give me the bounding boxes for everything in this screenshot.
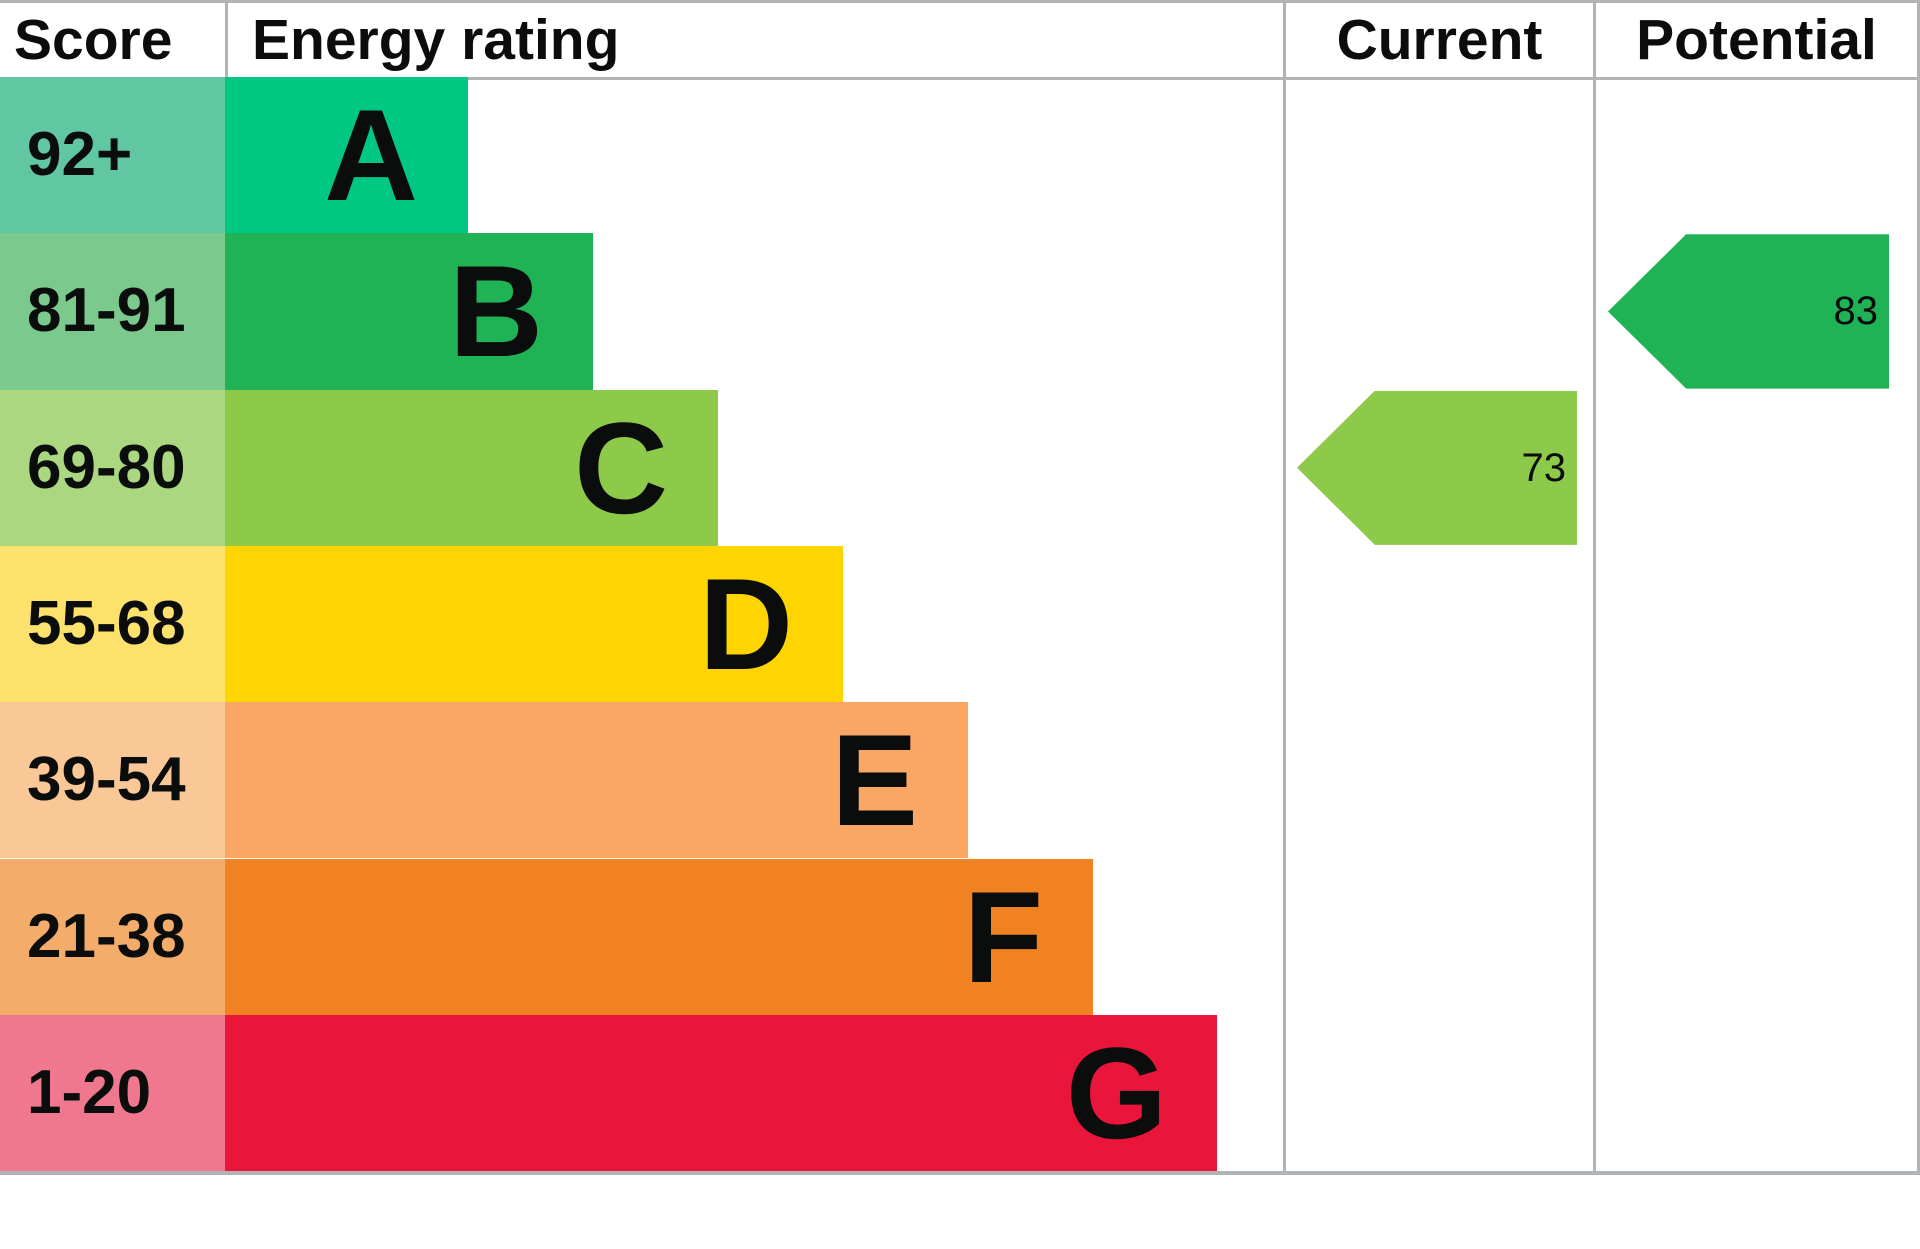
band-letter: D xyxy=(699,551,793,698)
band-score-swatch: 21-38 xyxy=(0,858,225,1015)
current-column-header: Current xyxy=(1336,7,1543,72)
band-bar: F xyxy=(225,858,1093,1015)
current-rating-value: 73 xyxy=(1521,445,1567,490)
band-score-label: 1-20 xyxy=(27,1057,152,1127)
gridline-current-divider xyxy=(1283,0,1286,1175)
gridline-score-divider xyxy=(225,3,228,77)
band-bar: G xyxy=(225,1014,1217,1172)
band-bar: B xyxy=(225,233,593,390)
band-row-b: 81-91 B xyxy=(0,233,1283,390)
gridline-potential-divider xyxy=(1593,0,1596,1175)
gridline-header-bottom xyxy=(468,77,1917,80)
band-bar: A xyxy=(225,77,468,234)
band-score-label: 39-54 xyxy=(27,745,186,815)
band-letter: G xyxy=(1065,1019,1167,1166)
band-score-label: 69-80 xyxy=(27,432,186,502)
band-score-swatch: 39-54 xyxy=(0,702,225,859)
band-score-swatch: 1-20 xyxy=(0,1014,225,1172)
band-bar: E xyxy=(225,702,968,859)
band-row-a: 92+ A xyxy=(0,77,1283,234)
band-score-label: 21-38 xyxy=(27,901,186,971)
band-row-c: 69-80 C xyxy=(0,389,1283,546)
current-rating-arrow: 73 xyxy=(1297,390,1577,545)
energy-rating-column-header: Energy rating xyxy=(252,7,620,72)
band-score-swatch: 55-68 xyxy=(0,545,225,703)
gridline-right-border xyxy=(1917,0,1920,1175)
band-row-f: 21-38 F xyxy=(0,858,1283,1015)
gridline-top xyxy=(0,0,1920,3)
band-score-swatch: 81-91 xyxy=(0,233,225,390)
band-score-label: 92+ xyxy=(27,120,133,190)
band-letter: B xyxy=(449,238,543,385)
band-row-e: 39-54 E xyxy=(0,702,1283,859)
band-letter: C xyxy=(574,394,668,541)
band-letter: E xyxy=(831,707,918,854)
potential-rating-arrow: 83 xyxy=(1608,234,1889,389)
band-score-label: 55-68 xyxy=(27,589,186,659)
band-row-g: 1-20 G xyxy=(0,1014,1283,1172)
potential-rating-value: 83 xyxy=(1833,289,1879,334)
band-bar: C xyxy=(225,389,718,546)
band-letter: A xyxy=(324,82,418,229)
band-score-swatch: 69-80 xyxy=(0,389,225,546)
band-row-d: 55-68 D xyxy=(0,545,1283,703)
band-score-label: 81-91 xyxy=(27,276,186,346)
band-letter: F xyxy=(963,863,1043,1010)
gridline-bottom xyxy=(0,1171,1920,1175)
score-column-header: Score xyxy=(14,7,173,72)
band-score-swatch: 92+ xyxy=(0,77,225,234)
band-bar: D xyxy=(225,545,843,703)
potential-column-header: Potential xyxy=(1636,7,1877,72)
